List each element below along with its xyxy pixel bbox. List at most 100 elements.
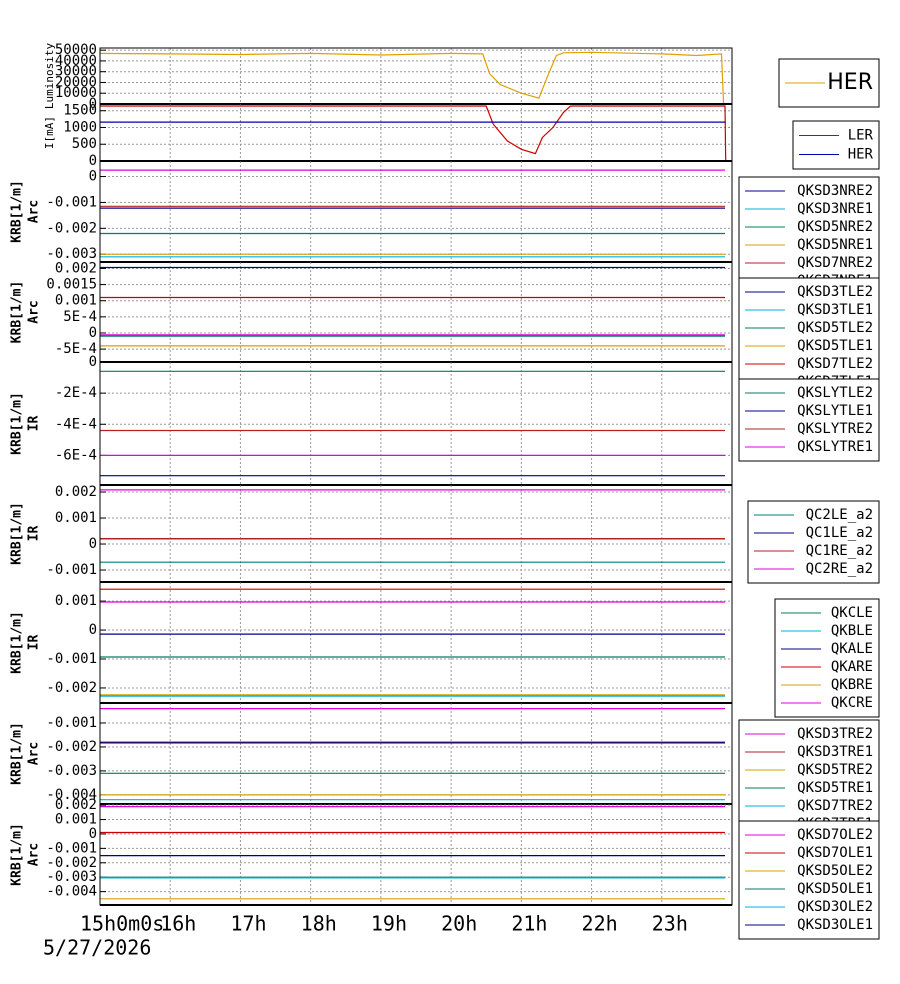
y-tick-label: 0 <box>89 622 97 638</box>
y-tick-label: 0.001 <box>55 812 97 828</box>
legend-label: QC2LE_a2 <box>806 507 873 523</box>
y-tick-label: -2E-4 <box>55 385 97 401</box>
y-tick-label: -0.001 <box>46 715 97 731</box>
y-tick-label: 5E-4 <box>63 309 97 325</box>
y-tick-label: 0.001 <box>55 593 97 609</box>
y-tick-label: 0.002 <box>55 484 97 500</box>
legend-label: QKALE <box>831 641 873 657</box>
plot-frame <box>99 103 733 162</box>
legend-label: QC1RE_a2 <box>806 543 873 559</box>
y-tick-label: -0.001 <box>46 651 97 667</box>
legend-label: QKSD5TLE2 <box>797 320 873 336</box>
y-tick-label: 1000 <box>63 119 97 135</box>
legend-label: QKSD5OLE2 <box>797 863 873 879</box>
y-tick-label: -4E-4 <box>55 416 97 432</box>
legend-label: QKSLYTLE1 <box>797 403 873 419</box>
y-tick-label: -0.003 <box>46 763 97 779</box>
y-tick-label: 20000 <box>55 74 97 90</box>
y-tick-label: 40000 <box>55 53 97 69</box>
y-axis-label: I[mA] <box>43 116 56 149</box>
y-axis-label: IR <box>27 416 42 432</box>
legend-box <box>774 598 880 718</box>
legend-label: QKSD3TRE2 <box>797 726 873 742</box>
legend-label: QKSD3OLE2 <box>797 899 873 915</box>
legend-box <box>792 120 880 170</box>
y-tick-label: 30000 <box>55 64 97 80</box>
legend-box <box>738 820 880 940</box>
legend-label: QKSD5NRE1 <box>797 237 873 253</box>
y-tick-label: -0.002 <box>46 220 97 236</box>
plot-frame <box>99 361 733 486</box>
legend-box <box>738 176 880 296</box>
legend-label: QKCLE <box>831 605 873 621</box>
y-tick-label: 0 <box>89 325 97 341</box>
plot-frame <box>99 484 733 583</box>
y-tick-label: -0.001 <box>46 562 97 578</box>
legend-label: QKSLYTRE1 <box>797 439 873 455</box>
y-tick-label: 0 <box>89 153 97 169</box>
y-tick-label: 0.002 <box>55 260 97 276</box>
legend-label: QC2RE_a2 <box>806 561 873 577</box>
y-axis-label: IR <box>27 635 42 651</box>
legend-box <box>738 719 880 839</box>
legend-label: QKBLE <box>831 623 873 639</box>
y-axis-label: Arc <box>27 200 42 223</box>
y-axis-label: KRB[1/m] <box>10 722 25 785</box>
y-axis-label: KRB[1/m] <box>10 502 25 565</box>
x-tick-label: 20h <box>441 912 477 936</box>
y-axis-label: KRB[1/m] <box>10 281 25 344</box>
y-tick-label: 0 <box>89 96 97 112</box>
y-tick-label: -0.001 <box>46 194 97 210</box>
legend-label: QKSLYTRE2 <box>797 421 873 437</box>
legend-label: HER <box>848 147 874 163</box>
y-tick-label: -0.002 <box>46 855 97 871</box>
y-tick-label: 0 <box>89 354 97 370</box>
y-tick-label: 500 <box>72 136 97 152</box>
legend-label: QKSD5TRE1 <box>797 780 873 796</box>
y-tick-label: -0.001 <box>46 840 97 856</box>
legend-box <box>738 277 880 397</box>
series-line <box>99 51 725 105</box>
x-tick-label: 22h <box>582 912 618 936</box>
legend-label: QKCRE <box>831 695 873 711</box>
legend-label: QKSD7NRE2 <box>797 255 873 271</box>
y-tick-label: -0.004 <box>46 884 97 900</box>
legend-label: QKSD3TLE2 <box>797 284 873 300</box>
y-axis-label: KRB[1/m] <box>10 823 25 886</box>
y-tick-label: -5E-4 <box>55 341 97 357</box>
y-tick-label: -0.003 <box>46 869 97 885</box>
y-tick-label: 50000 <box>55 42 97 58</box>
y-axis-label: Arc <box>27 843 42 866</box>
y-tick-label: 0.002 <box>55 797 97 813</box>
x-tick-label: 15h0m0s <box>80 912 164 936</box>
legend-label: QKSD3NRE1 <box>797 201 873 217</box>
legend-label: QKSD7TLE2 <box>797 356 873 372</box>
y-axis-label: Arc <box>27 300 42 323</box>
x-tick-label: 16h <box>160 912 196 936</box>
legend-label: QKSD5OLE1 <box>797 881 873 897</box>
plot-frame <box>99 261 733 363</box>
legend-label: LER <box>848 128 874 144</box>
legend-label: QKSD7OLE1 <box>797 845 873 861</box>
y-tick-label: 0.001 <box>55 510 97 526</box>
series-line <box>100 105 727 162</box>
legend-label: QKARE <box>831 659 873 675</box>
y-tick-label: -0.004 <box>46 787 97 803</box>
legend-label: QKSD7OLE2 <box>797 827 873 843</box>
x-tick-label: 17h <box>230 912 266 936</box>
y-tick-label: 1500 <box>63 103 97 119</box>
y-tick-label: -0.002 <box>46 739 97 755</box>
y-tick-label: 0 <box>89 169 97 185</box>
x-tick-label: 21h <box>511 912 547 936</box>
y-axis-label: Luminosity <box>43 43 56 110</box>
y-tick-label: -0.003 <box>46 246 97 262</box>
y-tick-label: 10000 <box>55 85 97 101</box>
legend-label: QKSD3TRE1 <box>797 744 873 760</box>
y-axis-label: IR <box>27 526 42 542</box>
legend-label: QC1LE_a2 <box>806 525 873 541</box>
legend-label: QKSD5TRE2 <box>797 762 873 778</box>
y-axis-label: KRB[1/m] <box>10 180 25 243</box>
legend-label: QKSD5TLE1 <box>797 338 873 354</box>
y-tick-label: -6E-4 <box>55 447 97 463</box>
